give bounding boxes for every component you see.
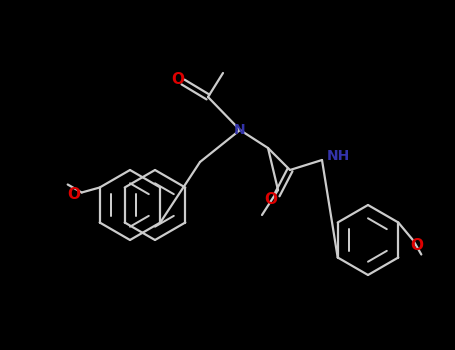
Text: O: O — [410, 238, 423, 253]
Text: N: N — [234, 123, 246, 137]
Text: NH: NH — [327, 149, 350, 163]
Text: O: O — [264, 193, 278, 208]
Text: O: O — [172, 71, 184, 86]
Text: O: O — [67, 187, 80, 202]
